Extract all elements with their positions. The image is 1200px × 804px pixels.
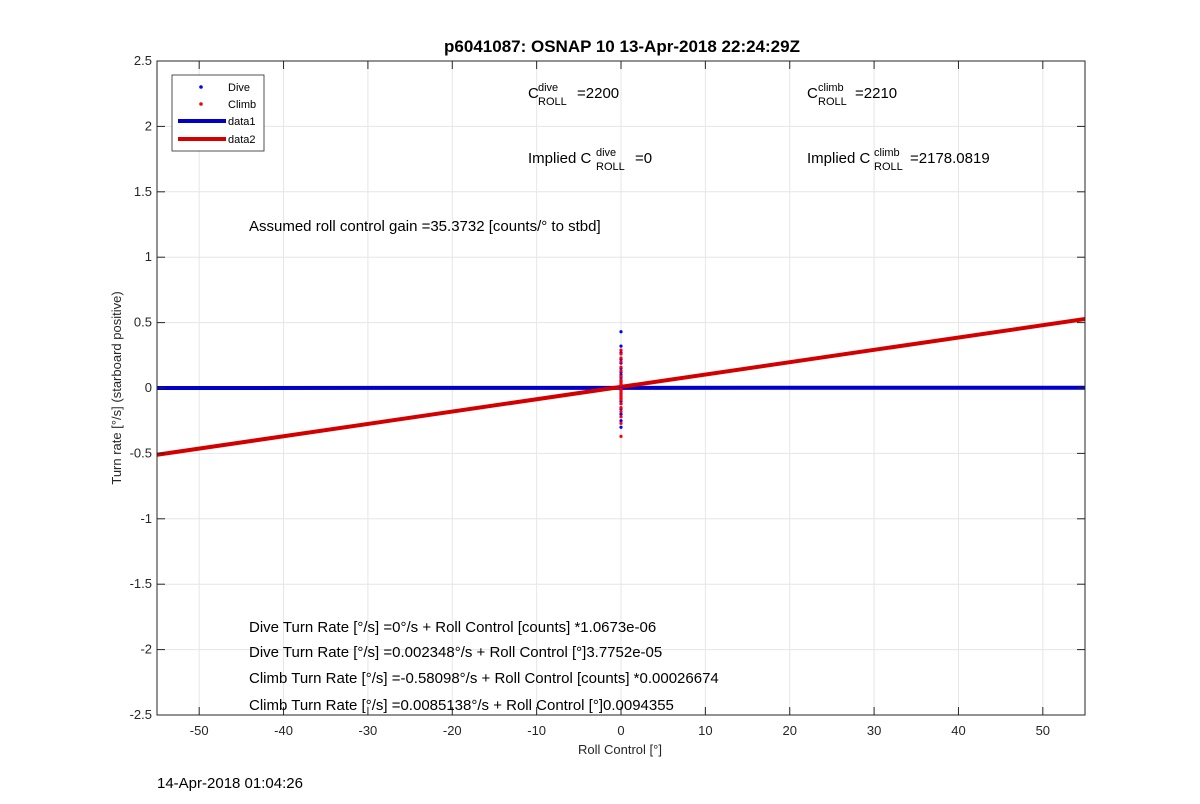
data-point-climb xyxy=(619,409,623,414)
x-tick-label: -10 xyxy=(527,723,546,738)
data-point-climb xyxy=(619,378,623,382)
annotation-implied-climb: Implied C climb ROLL =2178.0819 xyxy=(807,147,990,173)
implied-dive-value: =0 xyxy=(635,150,652,167)
x-tick-label: 20 xyxy=(782,723,796,738)
y-tick-label: -2.5 xyxy=(130,707,152,722)
implied-climb-prefix: Implied C xyxy=(807,150,871,167)
y-tick-label: 1 xyxy=(145,249,152,264)
equation-climb-counts: Climb Turn Rate [°/s] =-0.58098°/s + Rol… xyxy=(249,670,719,687)
data-point-climb xyxy=(619,360,623,364)
data-point-climb xyxy=(619,434,623,438)
equation-dive-counts: Dive Turn Rate [°/s] =0°/s + Roll Contro… xyxy=(249,619,656,636)
legend: Dive Climb data1 data2 xyxy=(171,74,265,152)
y-axis-label: Turn rate [°/s] (starboard positive) xyxy=(109,291,124,484)
legend-marker-dive xyxy=(199,85,203,89)
x-tick-label: -40 xyxy=(274,723,293,738)
data-point-climb xyxy=(619,356,623,360)
x-tick-label: -20 xyxy=(443,723,462,738)
data-point-climb xyxy=(619,348,623,352)
x-tick-label: -50 xyxy=(190,723,209,738)
data-point-climb xyxy=(619,383,623,387)
x-tick-label: 30 xyxy=(867,723,881,738)
implied-dive-sup: dive xyxy=(596,147,616,159)
y-tick-label: 2.5 xyxy=(134,53,152,68)
gain-annotation: Assumed roll control gain =35.3732 [coun… xyxy=(249,218,601,235)
annotation-c-dive: C dive ROLL =2200 xyxy=(528,82,619,108)
implied-climb-sup: climb xyxy=(874,147,900,159)
x-tick-label: 40 xyxy=(951,723,965,738)
data-point-climb xyxy=(619,421,623,425)
annotation-c-climb: C climb ROLL =2210 xyxy=(807,82,897,108)
annotation-implied-dive: Implied C dive ROLL =0 xyxy=(528,147,652,173)
x-tick-label: 0 xyxy=(617,723,624,738)
c-dive-sub: ROLL xyxy=(538,96,567,108)
x-tick-label: 50 xyxy=(1036,723,1050,738)
equation-climb-degrees: Climb Turn Rate [°/s] =0.0085138°/s + Ro… xyxy=(249,697,674,714)
y-tick-label: 2 xyxy=(145,118,152,133)
c-climb-sub: ROLL xyxy=(818,96,847,108)
x-axis-label: Roll Control [°] xyxy=(578,742,662,757)
c-climb-value: =2210 xyxy=(855,85,897,102)
x-tick-label: -30 xyxy=(359,723,378,738)
data-point-dive xyxy=(619,425,623,429)
axis-ticks: -50 -40 -30 -20 -10 0 10 20 30 40 50 2.5 2 1.5 1 0.5 0 -0… xyxy=(130,53,1085,738)
c-climb-prefix: C xyxy=(807,85,818,102)
y-tick-label: -1.5 xyxy=(130,576,152,591)
implied-dive-sub: ROLL xyxy=(596,161,625,173)
data-point-climb xyxy=(619,381,623,385)
data-point-dive xyxy=(619,344,623,348)
x-tick-label: 10 xyxy=(698,723,712,738)
c-dive-value: =2200 xyxy=(577,85,619,102)
chart-title: p6041087: OSNAP 10 13-Apr-2018 22:24:29Z xyxy=(444,37,800,56)
implied-climb-sub: ROLL xyxy=(874,161,903,173)
c-climb-sup: climb xyxy=(818,82,844,94)
legend-label-climb: Climb xyxy=(228,99,256,111)
data-point-dive xyxy=(619,419,623,423)
y-tick-label: -0.5 xyxy=(130,445,152,460)
data-point-climb xyxy=(619,415,623,419)
equation-dive-degrees: Dive Turn Rate [°/s] =0.002348°/s + Roll… xyxy=(249,644,662,661)
footer-timestamp: 14-Apr-2018 01:04:26 xyxy=(157,775,303,792)
legend-label-dive: Dive xyxy=(228,82,250,94)
y-tick-label: -2 xyxy=(140,642,152,657)
data-point-dive xyxy=(619,330,623,334)
data-point-climb xyxy=(619,398,623,402)
y-tick-label: 0 xyxy=(145,380,152,395)
implied-dive-prefix: Implied C xyxy=(528,150,592,167)
data-point-climb xyxy=(619,374,623,378)
legend-label-data1: data1 xyxy=(228,116,256,128)
data-point-climb xyxy=(619,402,623,406)
y-tick-label: 1.5 xyxy=(134,184,152,199)
y-tick-label: 0.5 xyxy=(134,315,152,330)
data-point-climb xyxy=(619,392,623,397)
data-point-climb xyxy=(619,390,623,394)
legend-label-data2: data2 xyxy=(228,134,256,146)
c-dive-sup: dive xyxy=(538,82,558,94)
data-point-climb xyxy=(619,395,623,399)
data-point-dive xyxy=(619,412,623,416)
data-point-climb xyxy=(619,369,623,373)
c-dive-prefix: C xyxy=(528,85,539,102)
legend-marker-climb xyxy=(199,102,203,106)
data-point-climb xyxy=(619,387,623,391)
implied-climb-value: =2178.0819 xyxy=(910,150,990,167)
data-point-climb xyxy=(619,365,623,369)
data-point-climb xyxy=(619,406,623,410)
y-tick-label: -1 xyxy=(140,511,152,526)
plot-area: -50 -40 -30 -20 -10 0 10 20 30 40 50 2.5 2 1.5 1 0.5 0 -0… xyxy=(130,53,1086,738)
data-point-climb xyxy=(619,352,623,356)
scatter-points xyxy=(619,330,623,438)
